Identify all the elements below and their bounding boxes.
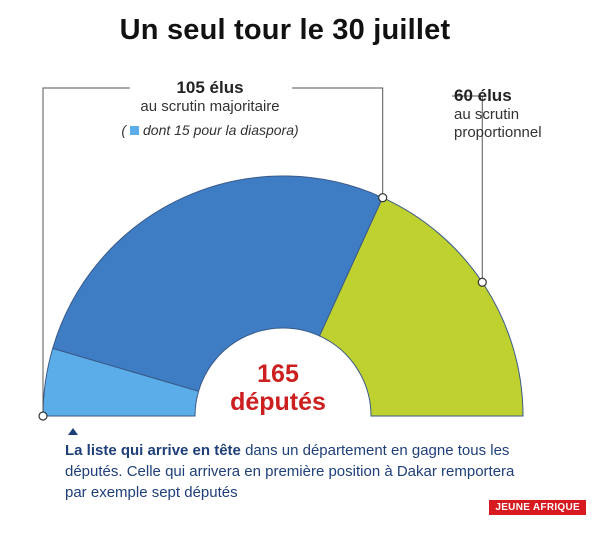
footnote-rest: dans un département en gagne tous les dé…	[65, 442, 515, 501]
majoritaire-desc-label: au scrutin majoritaire	[140, 98, 280, 115]
note-text: dont 15 pour la diaspora)	[143, 122, 299, 138]
majoritaire-end-dot	[378, 193, 388, 203]
note-open-paren: (	[121, 122, 126, 138]
jeune-afrique-logo: JEUNE AFRIQUE	[489, 500, 586, 515]
chart-title: Un seul tour le 30 juillet	[119, 14, 451, 46]
proportionnel-desc-label: au scrutin proportionnel	[454, 106, 584, 142]
diaspora-note: ( dont 15 pour la diaspora)	[85, 122, 335, 138]
proportionnel-leader	[452, 95, 483, 283]
total-unit: députés	[230, 388, 326, 416]
footnote-marker-triangle	[68, 428, 78, 435]
proportionnel-desc-line-2: proportionnel	[454, 124, 542, 141]
footnote: La liste qui arrive en tête dans un dépa…	[65, 440, 525, 503]
majoritaire-start-dot	[38, 411, 48, 421]
footnote-bold: La liste qui arrive en tête	[65, 442, 241, 459]
slice-3	[318, 197, 524, 417]
majoritaire-bracket-left	[42, 87, 130, 416]
proportionnel-dot	[477, 277, 487, 287]
diaspora-legend-square	[130, 125, 139, 135]
majoritaire-bracket-right	[292, 87, 384, 198]
proportionnel-desc-line-1: au scrutin	[454, 106, 520, 123]
total-value: 165	[257, 360, 299, 388]
total-deputes-label: 165 députés	[218, 360, 338, 416]
proportionnel-count-label: 60 élus	[454, 86, 512, 105]
majoritaire-count-label: 105 élus	[176, 78, 244, 97]
slice-2	[52, 175, 384, 392]
